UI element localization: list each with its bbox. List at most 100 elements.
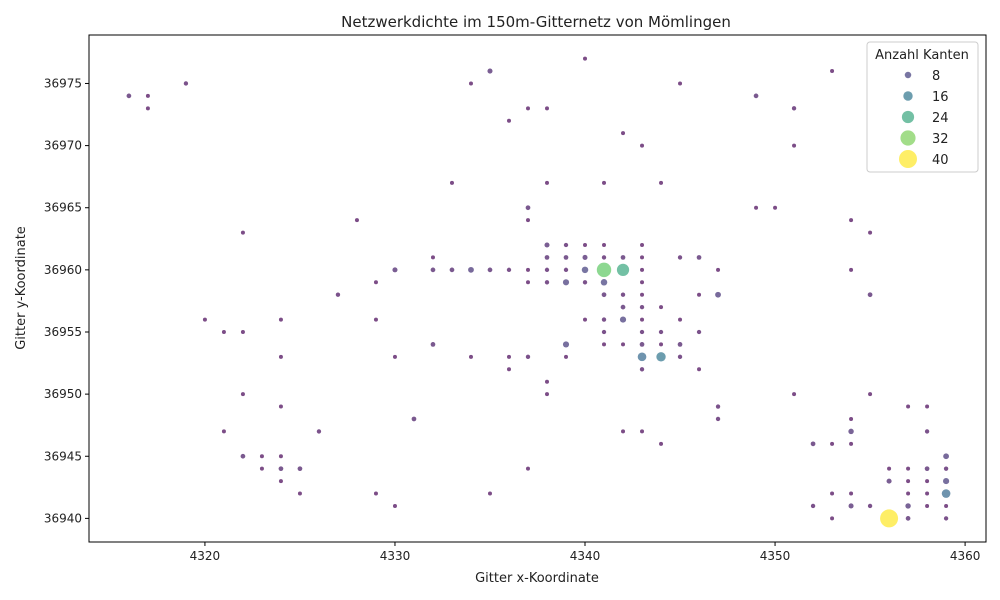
- data-point: [715, 291, 721, 298]
- data-point: [773, 205, 778, 210]
- data-point: [792, 143, 797, 148]
- points-layer: [126, 56, 951, 528]
- legend-label: 8: [932, 69, 940, 84]
- data-point: [677, 354, 683, 360]
- y-tick-label: 36965: [44, 201, 82, 215]
- data-point: [925, 491, 930, 496]
- data-point: [506, 118, 511, 123]
- data-point: [830, 441, 835, 446]
- y-axis-label: Gitter y-Koordinate: [14, 226, 29, 350]
- data-point: [582, 280, 588, 285]
- data-point: [430, 255, 435, 260]
- data-point: [941, 489, 951, 498]
- data-point: [126, 93, 132, 99]
- legend-label: 16: [932, 90, 949, 105]
- data-point: [240, 230, 245, 235]
- x-tick-label: 4330: [380, 549, 411, 563]
- data-point: [335, 292, 341, 297]
- data-point: [544, 255, 550, 260]
- data-point: [525, 267, 530, 272]
- data-point: [487, 491, 492, 496]
- data-point: [677, 342, 683, 347]
- legend: Anzahl Kanten 8 16 24 32 40: [866, 41, 979, 173]
- data-point: [544, 242, 550, 248]
- data-point: [677, 255, 683, 260]
- data-point: [544, 267, 550, 273]
- data-point: [810, 503, 816, 509]
- data-point: [906, 466, 911, 471]
- data-point: [659, 441, 664, 446]
- legend-marker: [900, 130, 916, 146]
- y-axis: 36940 36945 36950 36955 36960 36965 36970 36975: [44, 76, 89, 525]
- data-point: [545, 106, 550, 111]
- data-point: [810, 441, 816, 447]
- data-point: [696, 329, 702, 335]
- data-point: [640, 255, 645, 260]
- data-point: [525, 354, 531, 360]
- data-point: [259, 454, 264, 459]
- data-point: [562, 341, 570, 348]
- data-point: [697, 292, 702, 297]
- data-point: [601, 329, 607, 335]
- data-point: [373, 280, 378, 285]
- data-point: [525, 106, 530, 111]
- data-point: [297, 466, 303, 472]
- data-point: [754, 205, 759, 210]
- data-point: [506, 367, 511, 372]
- data-point: [848, 503, 854, 509]
- x-axis: 4320 4330 4340 4350 4360: [190, 542, 981, 563]
- data-point: [621, 342, 626, 347]
- data-point: [278, 454, 283, 459]
- legend-label: 24: [932, 111, 949, 126]
- data-point: [637, 352, 647, 362]
- plot-frame: [88, 34, 987, 543]
- data-point: [563, 267, 569, 273]
- y-tick-label: 36945: [44, 449, 82, 463]
- data-point: [849, 416, 854, 421]
- data-point: [545, 379, 550, 384]
- data-point: [640, 243, 645, 248]
- data-point: [468, 81, 473, 86]
- data-point: [373, 317, 378, 322]
- data-point: [715, 416, 721, 422]
- data-point: [640, 267, 645, 272]
- data-point: [849, 218, 854, 223]
- data-point: [545, 392, 550, 397]
- data-point: [639, 304, 645, 310]
- data-point: [868, 230, 873, 235]
- x-tick-label: 4360: [950, 549, 981, 563]
- data-point: [240, 329, 245, 334]
- data-point: [886, 478, 892, 484]
- y-tick-label: 36955: [44, 325, 82, 339]
- data-point: [905, 516, 911, 521]
- y-tick-label: 36975: [44, 76, 82, 90]
- legend-label: 32: [932, 132, 949, 147]
- data-point: [392, 267, 398, 273]
- y-tick-label: 36950: [44, 387, 82, 401]
- legend-items: 8 16 24 32 40: [899, 69, 949, 168]
- data-point: [640, 280, 645, 285]
- data-point: [278, 404, 283, 409]
- data-point: [639, 329, 645, 335]
- data-point: [639, 367, 645, 372]
- data-point: [596, 262, 612, 278]
- data-point: [601, 292, 607, 298]
- data-point: [202, 317, 207, 322]
- data-point: [830, 516, 835, 521]
- data-point: [640, 292, 645, 297]
- y-tick-label: 36970: [44, 139, 82, 153]
- data-point: [354, 218, 359, 223]
- chart-title: Netzwerkdichte im 150m-Gitternetz von Mö…: [341, 13, 731, 31]
- data-point: [468, 266, 474, 273]
- data-point: [943, 453, 949, 460]
- data-point: [867, 503, 873, 509]
- data-point: [944, 503, 949, 508]
- data-point: [640, 143, 645, 148]
- legend-title: Anzahl Kanten: [875, 48, 969, 63]
- data-point: [562, 279, 570, 286]
- data-point: [581, 266, 589, 274]
- data-point: [145, 106, 150, 111]
- data-point: [145, 93, 150, 98]
- data-point: [525, 466, 530, 471]
- data-point: [791, 106, 797, 111]
